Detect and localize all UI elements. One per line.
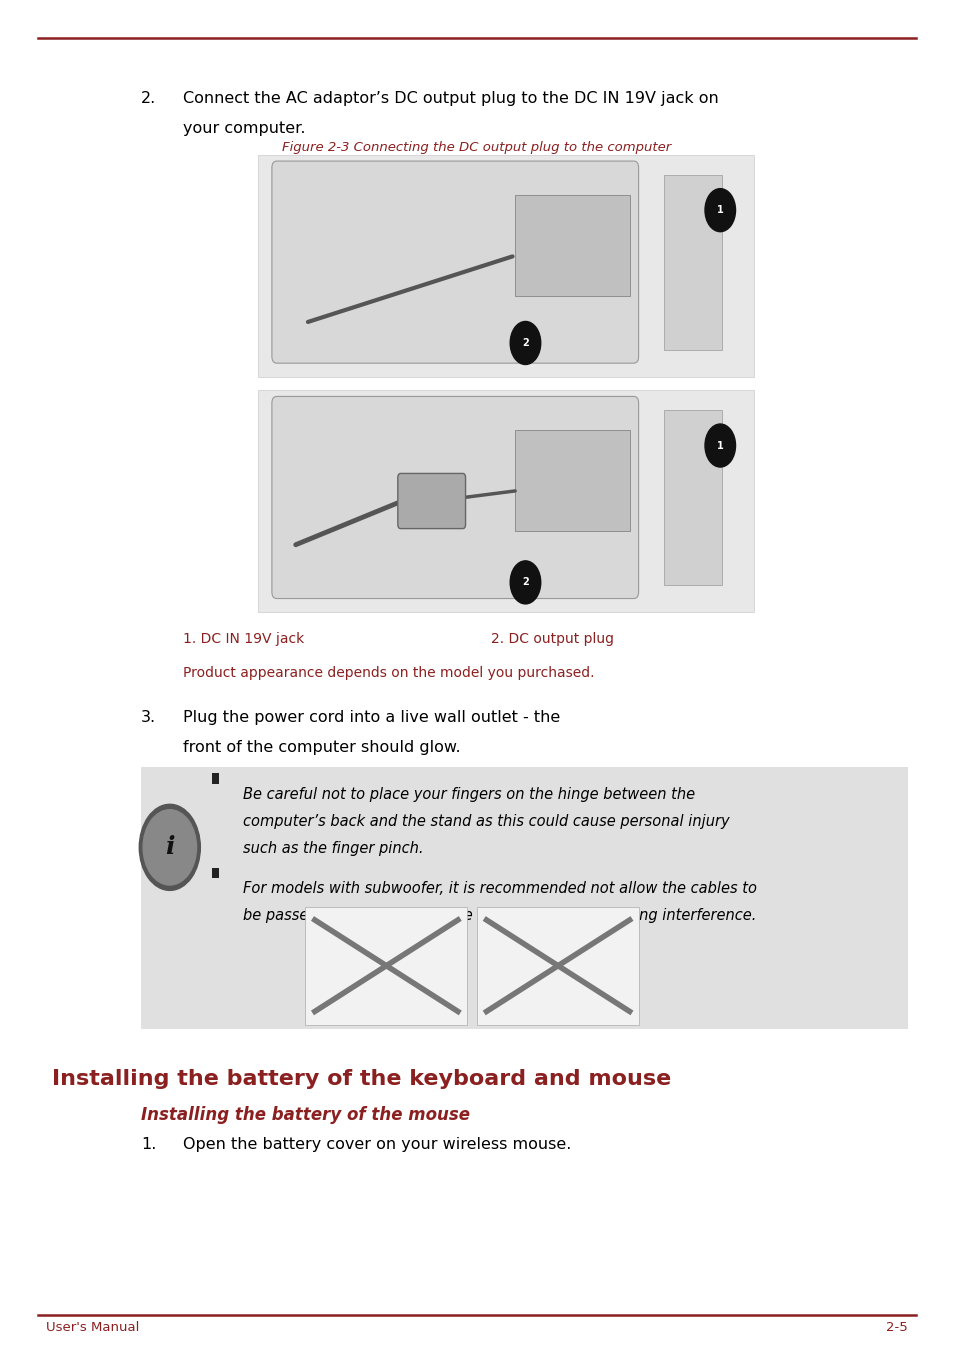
Circle shape xyxy=(510,561,540,604)
Bar xyxy=(257,390,753,612)
FancyBboxPatch shape xyxy=(272,161,638,363)
Text: 1.: 1. xyxy=(141,1137,156,1151)
Bar xyxy=(212,773,219,784)
Text: 2-5: 2-5 xyxy=(885,1321,907,1334)
Bar xyxy=(305,907,467,1025)
Bar xyxy=(515,195,629,296)
FancyBboxPatch shape xyxy=(397,473,465,529)
Bar xyxy=(663,410,720,585)
Text: Figure 2-3 Connecting the DC output plug to the computer: Figure 2-3 Connecting the DC output plug… xyxy=(282,141,671,155)
Bar xyxy=(663,175,720,350)
Text: be passed from the hole on the stand as this could bring interference.: be passed from the hole on the stand as … xyxy=(243,908,756,923)
Text: such as the finger pinch.: such as the finger pinch. xyxy=(243,841,423,855)
Text: User's Manual: User's Manual xyxy=(46,1321,139,1334)
Bar xyxy=(212,868,219,878)
Text: 1: 1 xyxy=(716,206,723,215)
Circle shape xyxy=(704,188,735,231)
Text: 2: 2 xyxy=(521,338,528,348)
Text: Be careful not to place your fingers on the hinge between the: Be careful not to place your fingers on … xyxy=(243,787,695,802)
Text: computer’s back and the stand as this could cause personal injury: computer’s back and the stand as this co… xyxy=(243,814,729,829)
Text: i: i xyxy=(165,835,174,859)
Text: 1. DC IN 19V jack: 1. DC IN 19V jack xyxy=(183,632,304,646)
Text: your computer.: your computer. xyxy=(183,121,305,136)
Text: 2: 2 xyxy=(521,577,528,588)
Bar xyxy=(141,767,907,1029)
Text: Connect the AC adaptor’s DC output plug to the DC IN 19V jack on: Connect the AC adaptor’s DC output plug … xyxy=(183,91,719,106)
Circle shape xyxy=(704,424,735,467)
Bar xyxy=(476,907,639,1025)
Circle shape xyxy=(143,810,196,885)
Circle shape xyxy=(510,321,540,364)
Text: Installing the battery of the mouse: Installing the battery of the mouse xyxy=(141,1106,470,1123)
FancyBboxPatch shape xyxy=(272,397,638,599)
Text: For models with subwoofer, it is recommended not allow the cables to: For models with subwoofer, it is recomme… xyxy=(243,881,757,896)
Text: Installing the battery of the keyboard and mouse: Installing the battery of the keyboard a… xyxy=(52,1069,671,1089)
Text: 2.: 2. xyxy=(141,91,156,106)
Circle shape xyxy=(139,804,200,890)
Bar xyxy=(257,155,753,377)
Text: front of the computer should glow.: front of the computer should glow. xyxy=(183,740,460,755)
Text: Plug the power cord into a live wall outlet - the: Plug the power cord into a live wall out… xyxy=(183,710,565,725)
Text: Product appearance depends on the model you purchased.: Product appearance depends on the model … xyxy=(183,666,594,679)
Text: Open the battery cover on your wireless mouse.: Open the battery cover on your wireless … xyxy=(183,1137,571,1151)
Text: 1: 1 xyxy=(716,441,723,451)
Text: 2. DC output plug: 2. DC output plug xyxy=(491,632,614,646)
Bar xyxy=(515,430,629,531)
Text: 3.: 3. xyxy=(141,710,156,725)
